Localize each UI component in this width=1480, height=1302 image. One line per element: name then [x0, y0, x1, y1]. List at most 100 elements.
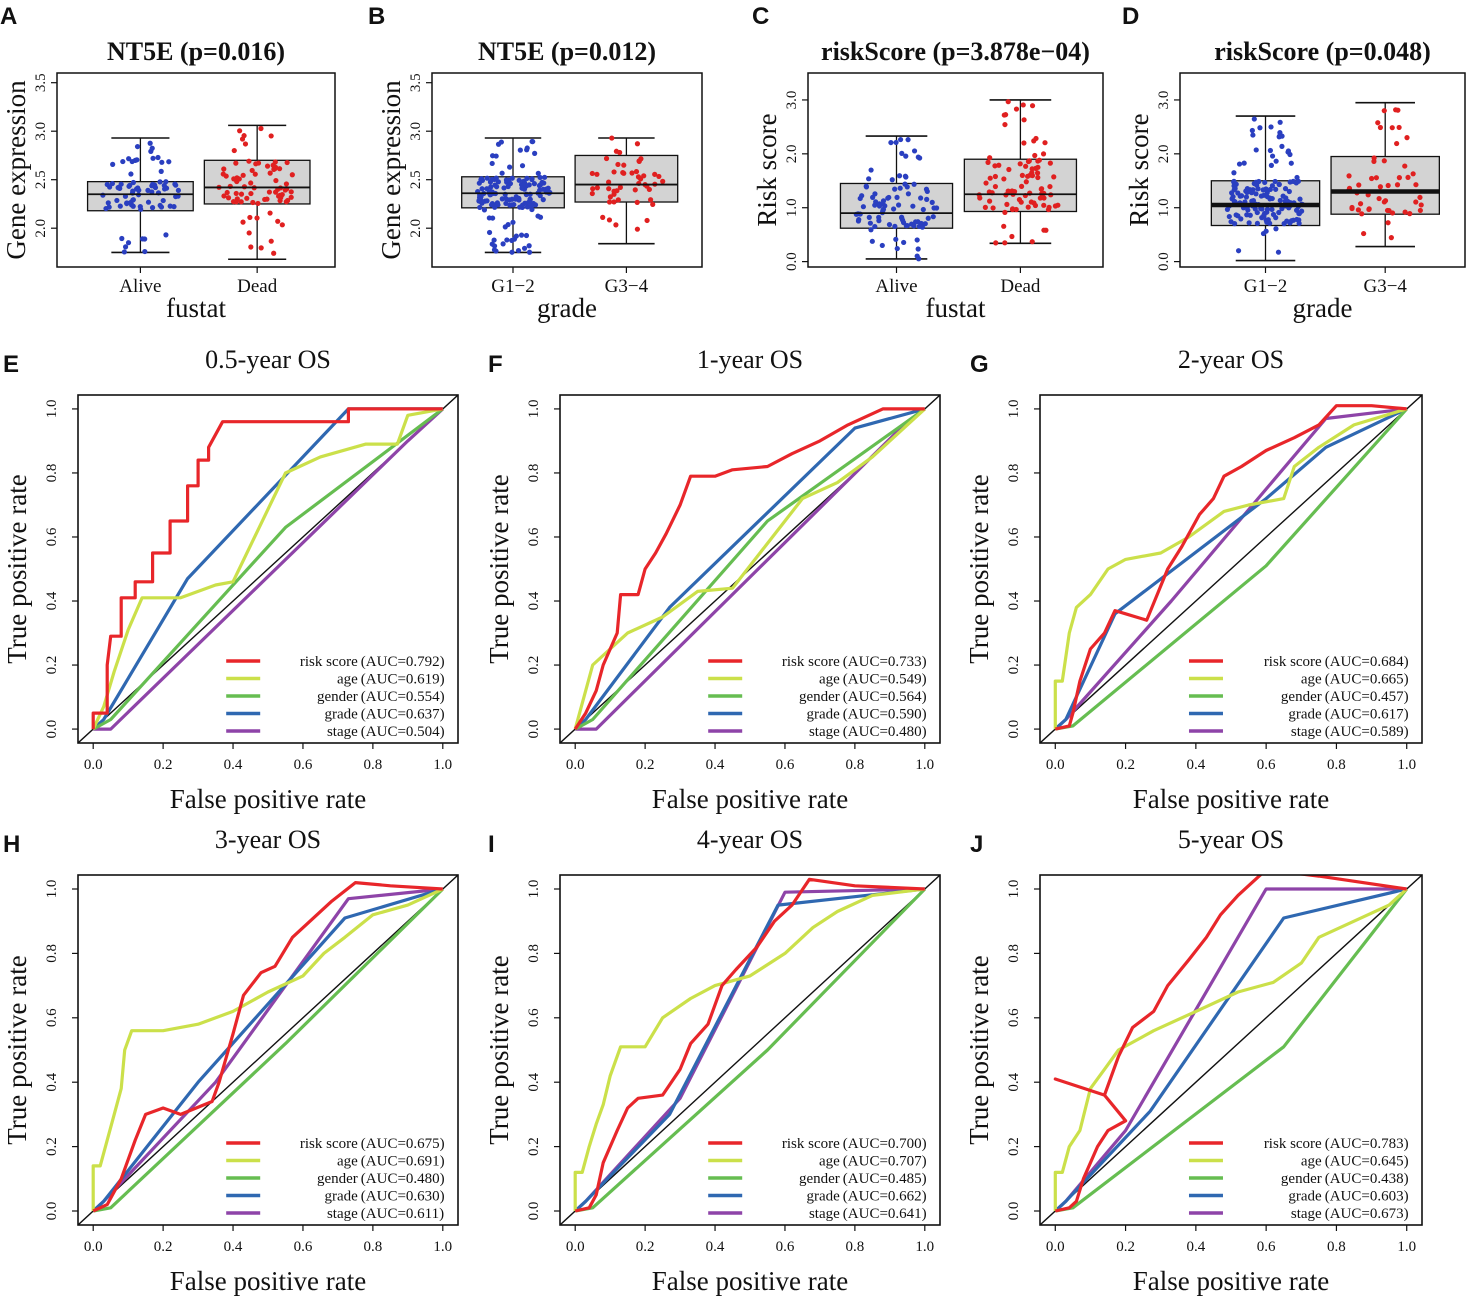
data-point — [922, 221, 928, 227]
x-tick-label: 0.2 — [1116, 1239, 1135, 1255]
legend-auc: (AUC=0.673) — [1325, 1206, 1409, 1222]
data-point — [1018, 183, 1025, 189]
data-point — [128, 171, 134, 177]
chart-title: 3-year OS — [215, 825, 321, 854]
data-point — [613, 222, 619, 228]
legend-series-name: risk score — [782, 1136, 840, 1152]
data-point — [600, 214, 606, 221]
y-axis-title: Gene expression — [376, 80, 406, 260]
data-point — [175, 187, 182, 194]
legend: risk score (AUC=0.792)age (AUC=0.619)gende… — [226, 654, 445, 740]
data-point — [523, 232, 530, 239]
data-point — [911, 148, 918, 154]
data-point — [104, 181, 110, 188]
x-tick-label: 0.4 — [706, 1239, 725, 1255]
plot-frame — [77, 874, 459, 1226]
data-point — [1254, 220, 1261, 227]
data-point — [242, 141, 249, 147]
legend-auc: (AUC=0.675) — [361, 1136, 445, 1152]
data-point — [537, 193, 543, 199]
y-tick-label: 0.2 — [526, 656, 542, 675]
data-point — [925, 215, 931, 221]
data-point — [634, 141, 641, 147]
legend-series-name: grade — [806, 707, 840, 723]
data-point — [1264, 189, 1270, 196]
box-group-2: Dead — [203, 124, 311, 297]
data-point — [1019, 172, 1025, 178]
data-point — [258, 125, 264, 132]
y-tick-label: 0.0 — [1006, 1202, 1022, 1221]
data-point — [110, 161, 116, 167]
legend-auc: (AUC=0.684) — [1325, 654, 1409, 670]
data-point — [221, 166, 227, 172]
data-point — [1268, 124, 1274, 130]
data-point — [233, 160, 239, 166]
y-tick-label: 1.0 — [44, 400, 60, 419]
data-point — [594, 185, 600, 191]
data-point — [1264, 194, 1270, 200]
data-point — [1045, 206, 1052, 213]
x-tick-label: 0.4 — [224, 757, 243, 773]
y-tick-label: 0.4 — [1006, 591, 1022, 610]
data-point — [125, 240, 132, 246]
roc-curve-age — [1053, 407, 1408, 730]
y-tick-label: 0.8 — [1006, 944, 1022, 963]
data-point — [262, 196, 268, 203]
data-point — [914, 237, 920, 243]
data-point — [1001, 176, 1007, 182]
legend-auc: (AUC=0.480) — [843, 724, 927, 740]
roc-curve-risk-score — [1053, 875, 1407, 1213]
data-point — [1404, 135, 1410, 141]
y-axis-title: True positive rate — [484, 474, 514, 663]
y-axis-title: True positive rate — [484, 955, 514, 1144]
data-point — [507, 164, 513, 170]
data-point — [1286, 188, 1292, 195]
x-axis-title: False positive rate — [170, 1266, 366, 1296]
data-point — [526, 243, 532, 249]
legend-auc: (AUC=0.485) — [843, 1171, 927, 1187]
data-point — [1385, 182, 1391, 189]
data-point — [1277, 197, 1283, 204]
data-point — [1032, 152, 1038, 159]
data-point — [987, 175, 993, 181]
data-point — [516, 177, 522, 183]
data-point — [870, 194, 876, 201]
legend-series-name: age — [819, 672, 840, 688]
data-point — [993, 240, 999, 246]
data-point — [589, 190, 595, 197]
y-tick-label: 0.8 — [44, 464, 60, 483]
data-point — [1288, 160, 1294, 166]
data-point — [161, 182, 167, 189]
y-axis-title: True positive rate — [964, 955, 994, 1144]
data-point — [540, 186, 546, 192]
data-point — [1013, 106, 1020, 112]
legend-series-name: stage — [327, 724, 358, 740]
data-point — [1389, 125, 1395, 131]
data-point — [1393, 107, 1399, 113]
data-point — [118, 181, 124, 187]
panel-label: C — [752, 3, 769, 30]
data-point — [892, 186, 898, 192]
data-point — [1002, 240, 1008, 246]
data-point — [114, 197, 120, 204]
data-point — [505, 183, 511, 190]
data-point — [613, 148, 620, 154]
legend-series-name: risk score — [782, 654, 840, 670]
data-point — [880, 198, 887, 204]
legend-auc: (AUC=0.630) — [361, 1189, 445, 1205]
panel-label: F — [488, 351, 503, 378]
y-tick-label: 3.0 — [408, 122, 424, 141]
data-point — [646, 186, 652, 193]
x-tick-label: 0.8 — [846, 1239, 865, 1255]
data-point — [130, 179, 136, 186]
data-point — [526, 199, 532, 205]
data-point — [284, 159, 290, 166]
x-tick-label: 1.0 — [433, 757, 452, 773]
data-point — [510, 219, 516, 225]
data-point — [1231, 179, 1237, 185]
legend-series-name: gender — [1281, 689, 1322, 705]
data-point — [267, 170, 273, 176]
chart-title: NT5E (p=0.012) — [478, 37, 656, 66]
